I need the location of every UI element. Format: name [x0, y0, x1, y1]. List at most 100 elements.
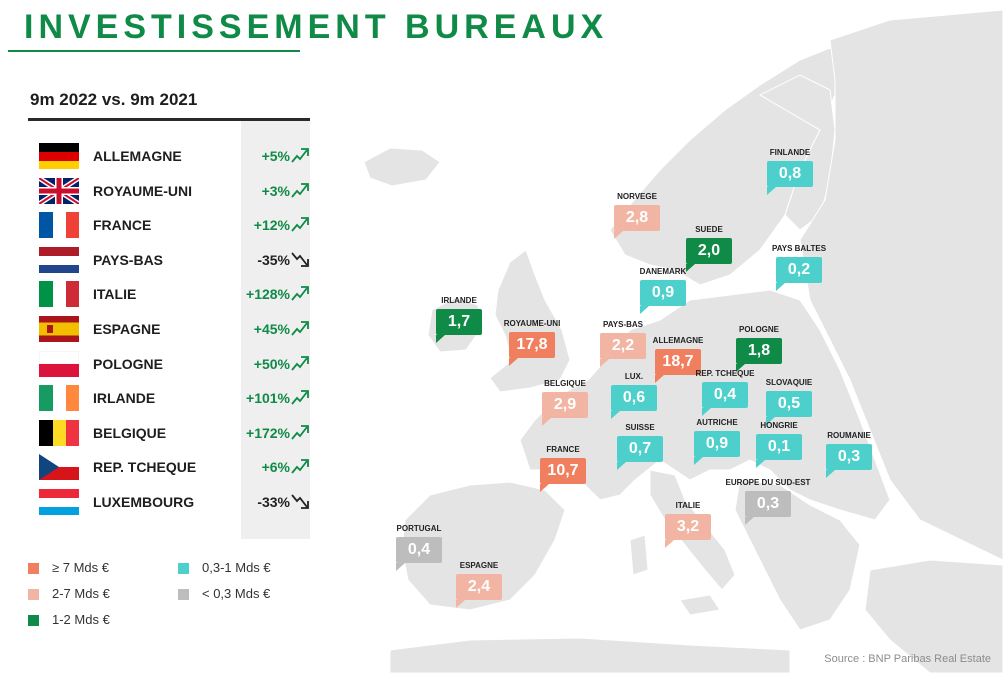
marker-value: 0,1: [756, 434, 802, 460]
marker-label: ROUMANIE: [827, 431, 871, 440]
source-note: Source : BNP Paribas Real Estate: [824, 653, 991, 665]
marker-label: NORVEGE: [617, 192, 657, 201]
marker-value: 3,2: [665, 514, 711, 540]
flag-lu-icon: [39, 489, 79, 515]
marker-pointer: [776, 283, 785, 291]
trend-up-icon: [290, 353, 310, 373]
country-row: ITALIE +128%: [28, 277, 310, 311]
change-value: -35%: [257, 251, 290, 268]
marker-pointer: [766, 417, 775, 425]
marker-pointer: [694, 457, 703, 465]
marker-label: ROYAUME-UNI: [503, 319, 561, 328]
trend-up-icon: [290, 422, 310, 442]
country-row: ALLEMAGNE +5%: [28, 139, 310, 173]
change-value: +50%: [253, 355, 290, 372]
marker-label: ITALIE: [675, 501, 701, 510]
country-name: FRANCE: [93, 217, 152, 234]
flag-nl-icon: [39, 246, 79, 273]
marker-label: REP. TCHEQUE: [695, 369, 755, 378]
marker-value: 0,8: [767, 161, 813, 187]
legend-label: < 0,3 Mds €: [202, 586, 271, 601]
country-row: IRLANDE +101%: [28, 381, 310, 415]
trend-up-icon: [290, 456, 310, 476]
marker-value: 0,3: [826, 444, 872, 470]
legend-label: 2-7 Mds €: [52, 586, 110, 601]
flag-it-icon: [39, 281, 79, 308]
marker-label: IRLANDE: [441, 296, 477, 305]
marker-label: PAYS-BAS: [602, 320, 644, 329]
marker-pointer: [767, 187, 776, 195]
country-row: ESPAGNE +45%: [28, 312, 310, 346]
marker-value: 2,4: [456, 574, 502, 600]
marker-pointer: [456, 600, 465, 608]
marker-label: SUEDE: [695, 225, 723, 234]
change-value: +128%: [246, 286, 290, 303]
marker-pointer: [611, 411, 620, 419]
marker-pointer: [655, 375, 664, 383]
marker-value: 2,8: [614, 205, 660, 231]
marker-label: PAYS BALTES: [771, 244, 827, 253]
marker-pointer: [686, 264, 695, 272]
iceland-shape: [363, 147, 441, 187]
marker-label: SUISSE: [625, 423, 655, 432]
marker-pointer: [600, 359, 609, 367]
flag-es-icon: [39, 316, 79, 342]
marker-pointer: [436, 335, 445, 343]
legend-swatch: [28, 589, 39, 600]
marker-label: BELGIQUE: [544, 379, 586, 388]
marker-value: 2,2: [600, 333, 646, 359]
marker-value: 0,7: [617, 436, 663, 462]
marker-pointer: [665, 540, 674, 548]
flag-cz-icon: [39, 454, 79, 481]
panel-top-rule: [28, 118, 310, 121]
marker-value: 0,6: [611, 385, 657, 411]
marker-pointer: [617, 462, 626, 470]
marker-pointer: [509, 358, 518, 366]
sardinia-shape: [629, 534, 649, 576]
marker-label: DANEMARK: [639, 267, 687, 276]
trend-up-icon: [290, 180, 310, 200]
legend-label: ≥ 7 Mds €: [52, 560, 109, 575]
country-name: LUXEMBOURG: [93, 494, 195, 510]
trend-up-icon: [290, 214, 310, 234]
marker-label: FINLANDE: [769, 148, 811, 157]
marker-value: 1,8: [736, 338, 782, 364]
legend-label: 1-2 Mds €: [52, 612, 110, 627]
legend-swatch: [28, 563, 39, 574]
flag-uk-icon: [39, 177, 79, 204]
period-label: 9m 2022 vs. 9m 2021: [30, 90, 198, 109]
marker-value: 0,2: [776, 257, 822, 283]
change-value: +12%: [253, 217, 290, 234]
change-value: +5%: [261, 148, 290, 164]
marker-pointer: [826, 470, 835, 478]
marker-pointer: [396, 563, 405, 571]
trend-up-icon: [290, 318, 310, 338]
iberia-shape: [401, 481, 566, 611]
marker-value: 0,9: [640, 280, 686, 306]
marker-pointer: [736, 364, 745, 372]
change-value: +3%: [261, 182, 290, 199]
marker-value: 10,7: [540, 458, 586, 484]
marker-label: EUROPE DU SUD-EST: [725, 478, 811, 487]
marker-label: FRANCE: [546, 445, 580, 454]
marker-pointer: [614, 231, 623, 239]
turkey-shape: [864, 559, 1003, 673]
marker-label: ESPAGNE: [459, 561, 499, 570]
marker-pointer: [702, 408, 711, 416]
marker-pointer: [745, 517, 754, 525]
country-name: PAYS-BAS: [93, 251, 164, 268]
country-row: PAYS-BAS -35%: [28, 243, 310, 277]
legend-swatch: [178, 563, 189, 574]
trend-down-icon: [290, 491, 310, 511]
country-name: IRLANDE: [93, 390, 156, 407]
country-row: ROYAUME-UNI +3%: [28, 174, 310, 208]
trend-up-icon: [290, 145, 310, 165]
east-shape: [799, 9, 1003, 561]
sicily-shape: [679, 594, 721, 616]
flag-de-icon: [39, 143, 79, 169]
country-row: REP. TCHEQUE +6%: [28, 450, 310, 484]
marker-value: 0,5: [766, 391, 812, 417]
country-row: BELGIQUE +172%: [28, 416, 310, 450]
marker-value: 0,4: [702, 382, 748, 408]
legend-swatch: [178, 589, 189, 600]
